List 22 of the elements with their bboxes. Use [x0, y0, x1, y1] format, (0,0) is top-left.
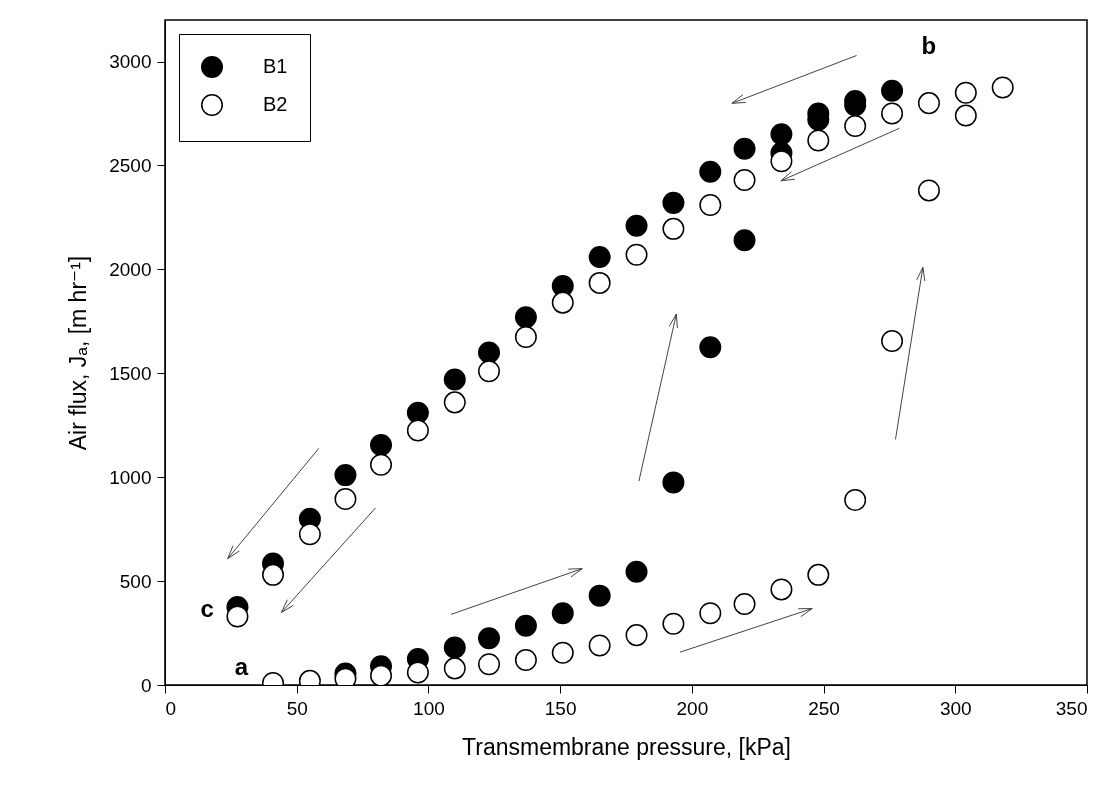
x-tick-label: 350 [1055, 697, 1088, 719]
x-tick-label: 150 [544, 697, 577, 719]
legend-label: B1 [263, 55, 288, 77]
x-tick-label: 100 [413, 697, 445, 719]
y-axis-title: Air flux, Jₐ, [m hr⁻¹] [65, 255, 92, 451]
annotation: c [200, 595, 214, 623]
y-tick-label: 2500 [109, 154, 152, 176]
x-tick-label: 0 [165, 697, 177, 719]
x-axis-title: Transmembrane pressure, [kPa] [462, 733, 791, 760]
y-tick-label: 0 [140, 674, 152, 696]
x-tick-label: 200 [676, 697, 709, 719]
annotation: a [234, 653, 249, 681]
y-tick-label: 1000 [109, 466, 152, 488]
y-tick-label: 1500 [109, 362, 152, 384]
y-tick-label: 500 [119, 570, 152, 592]
y-tick-label: 3000 [109, 51, 152, 73]
annotation: b [921, 32, 937, 60]
x-tick-label: 50 [286, 697, 308, 719]
x-tick-label: 250 [808, 697, 840, 719]
legend-label: B2 [263, 93, 288, 115]
x-tick-label: 300 [939, 697, 972, 719]
y-tick-label: 2000 [109, 258, 152, 280]
